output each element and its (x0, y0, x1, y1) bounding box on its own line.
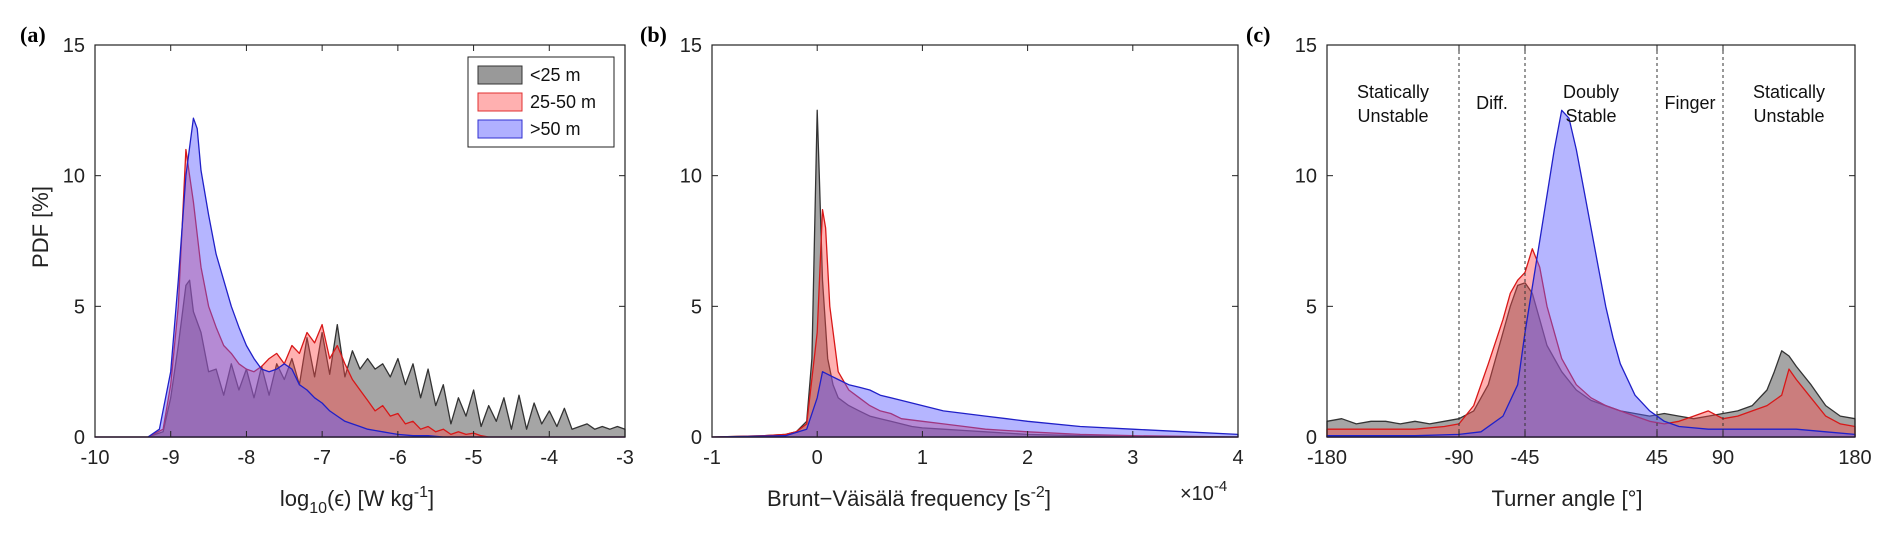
panel-b-xlabel-c: ] (1045, 486, 1051, 511)
y-tick-label: 0 (691, 427, 702, 449)
series-area-gt50 (1326, 109, 1856, 438)
y-tick-label: 5 (1306, 296, 1317, 318)
y-tick-label: 5 (691, 296, 702, 318)
x-tick-label: 4 (1232, 447, 1243, 469)
legend-label-lt25: <25 m (530, 65, 581, 85)
legend-label-25to50: 25-50 m (530, 92, 596, 112)
x-tick-label: -90 (1445, 447, 1474, 469)
series-area-25to50 (1326, 248, 1856, 438)
x-tick-label: -5 (465, 447, 483, 469)
x-tick-label: -9 (162, 447, 180, 469)
y-tick-label: 15 (680, 35, 702, 57)
x-tick-label: 1 (917, 447, 928, 469)
axes-box (711, 44, 1239, 438)
x-tick-label: 180 (1838, 447, 1871, 469)
region-label-line1: Statically (1753, 82, 1825, 102)
x-tick-label: 0 (812, 447, 823, 469)
panel-a-plot: -10 -9 -8 -7 -6 -5 -4 -3 0 5 10 15 (63, 35, 634, 469)
y-tick-label: 10 (680, 166, 702, 188)
panel-a-xlabel-sup: -1 (414, 484, 428, 501)
region-label-line1: Diff. (1476, 93, 1508, 113)
y-tick-label: 10 (63, 166, 85, 188)
panel-a-xlabel-sub: 10 (309, 500, 327, 517)
region-label-line1: Statically (1357, 82, 1429, 102)
region-label-line2: Stable (1565, 106, 1616, 126)
axes-box (1326, 44, 1856, 438)
x-tick-label: -180 (1307, 447, 1347, 469)
panel-a-xlabel-b: (ϵ) [W kg (327, 486, 414, 511)
series-area-lt25 (1326, 282, 1856, 438)
x-tick-label: -8 (238, 447, 256, 469)
panel-c-xlabel: Turner angle [°] (1491, 486, 1642, 511)
y-tick-label: 10 (1295, 166, 1317, 188)
region-label-line1: Doubly (1563, 82, 1619, 102)
x-tick-label: -10 (81, 447, 110, 469)
y-tick-label: 15 (1295, 35, 1317, 57)
x-tick-label: 3 (1127, 447, 1138, 469)
x-tick-label: -7 (313, 447, 331, 469)
panel-c: (c) -180 -90 -45 45 90 180 0 5 10 15 Statically Uns… (1246, 22, 1872, 511)
legend-swatch-lt25 (477, 65, 523, 85)
axes-box (94, 44, 626, 438)
series-area-25to50 (94, 148, 626, 438)
series-area-gt50 (94, 117, 626, 438)
region-label-line2: Unstable (1753, 106, 1824, 126)
x-tick-label: 90 (1712, 447, 1734, 469)
panel-b-xlabel-a: Brunt−Väisälä frequency [s (767, 486, 1031, 511)
y-tick-label: 0 (1306, 427, 1317, 449)
y-tick-label: 15 (63, 35, 85, 57)
panel-b-xexponent: ×10-4 (1180, 478, 1227, 505)
panel-b-label: (b) (640, 22, 667, 47)
region-label-line1: Finger (1664, 93, 1715, 113)
legend-swatch-25to50 (477, 92, 523, 112)
legend-swatch-gt50 (477, 119, 523, 139)
series-area-lt25 (711, 109, 1239, 438)
x-tick-label: -3 (616, 447, 634, 469)
panel-a-xlabel-c: ] (428, 486, 434, 511)
panel-c-plot: -180 -90 -45 45 90 180 0 5 10 15 Statically Unstabl… (1295, 35, 1872, 469)
x-tick-label: -45 (1511, 447, 1540, 469)
panel-b-xlabel: Brunt−Väisälä frequency [s-2] (767, 484, 1051, 511)
panel-a-xlabel-a: log (280, 486, 309, 511)
panel-b-xlabel-sup: -2 (1031, 484, 1045, 501)
series-area-gt50 (711, 371, 1239, 438)
x-tick-label: 2 (1022, 447, 1033, 469)
series-area-lt25 (94, 279, 626, 438)
series-area-25to50 (711, 208, 1239, 438)
legend-label-gt50: >50 m (530, 119, 581, 139)
panel-a-label: (a) (20, 22, 46, 47)
x-tick-label: -6 (389, 447, 407, 469)
panel-a-xlabel: log10(ϵ) [W kg-1] (280, 484, 434, 517)
x-tick-label: 45 (1646, 447, 1668, 469)
x-tick-label: -4 (540, 447, 558, 469)
panel-a-ylabel: PDF [%] (28, 186, 53, 268)
y-tick-label: 0 (74, 427, 85, 449)
x-tick-label: -1 (703, 447, 721, 469)
region-label-line2: Unstable (1357, 106, 1428, 126)
legend: <25 m 25-50 m >50 m (467, 56, 615, 148)
panel-c-label: (c) (1246, 22, 1270, 47)
y-tick-label: 5 (74, 296, 85, 318)
